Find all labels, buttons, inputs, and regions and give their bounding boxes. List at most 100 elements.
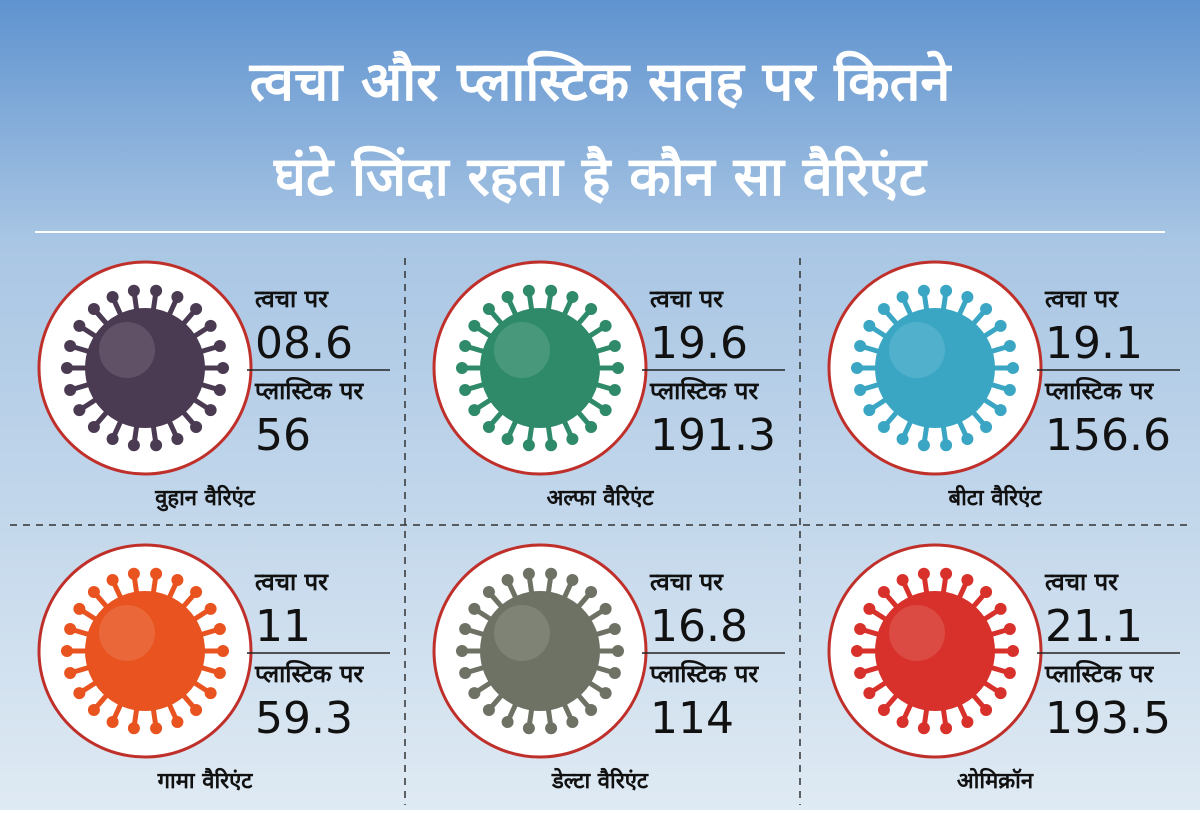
skin-label: त्वचा पर xyxy=(649,568,724,596)
spike-head xyxy=(1007,645,1019,657)
spike-head xyxy=(190,420,203,433)
spike-head xyxy=(501,715,514,728)
spike-head xyxy=(150,722,163,735)
spike-head xyxy=(608,383,621,396)
virus-image xyxy=(456,567,624,735)
spike-head xyxy=(468,687,481,700)
variant-name: वुहान वैरिएंट xyxy=(154,484,256,512)
spike-head xyxy=(585,420,598,433)
spike-head xyxy=(917,722,930,735)
virus-body xyxy=(85,308,205,428)
spike-head xyxy=(896,715,909,728)
spike-head xyxy=(482,420,495,433)
spike-head xyxy=(171,432,184,445)
skin-hours: 19.6 xyxy=(650,318,748,369)
spike-head xyxy=(501,432,514,445)
virus-image xyxy=(61,567,229,735)
plastic-label: प्लास्टिक पर xyxy=(1044,660,1154,688)
spike-head xyxy=(64,666,77,679)
spike-head xyxy=(566,291,579,304)
spike-head xyxy=(851,645,863,657)
spike-head xyxy=(877,420,890,433)
variant-name: अल्फा वैरिएंट xyxy=(547,484,655,511)
spike-head xyxy=(896,574,909,587)
spike-head xyxy=(127,284,140,297)
spike-head xyxy=(468,319,481,332)
spike-head xyxy=(468,404,481,417)
virus-body xyxy=(875,308,995,428)
spike-head xyxy=(456,645,468,657)
virus-image xyxy=(456,284,624,452)
spike-head xyxy=(608,623,621,636)
spike-head xyxy=(585,303,598,316)
spike-head xyxy=(64,340,77,353)
spike-head xyxy=(566,432,579,445)
spike-head xyxy=(994,602,1007,615)
variant-name: ओमिक्रॉन xyxy=(957,767,1034,794)
plastic-hours: 156.6 xyxy=(1045,410,1171,461)
spike-head xyxy=(877,303,890,316)
spike-head xyxy=(1003,340,1016,353)
spike-head xyxy=(851,362,863,374)
spike-head xyxy=(961,715,974,728)
spike-head xyxy=(599,602,612,615)
virus-shine xyxy=(889,605,945,661)
spike-head xyxy=(459,623,472,636)
spike-head xyxy=(940,722,953,735)
spike-head xyxy=(854,340,867,353)
spike-head xyxy=(171,715,184,728)
spike-head xyxy=(612,645,624,657)
skin-label: त्वचा पर xyxy=(1044,568,1119,596)
virus-body xyxy=(480,591,600,711)
spike-head xyxy=(917,439,930,452)
spike-head xyxy=(522,439,535,452)
spike-head xyxy=(87,703,100,716)
spike-head xyxy=(61,362,73,374)
spike-head xyxy=(106,574,119,587)
spike-head xyxy=(566,715,579,728)
virus-body xyxy=(875,591,995,711)
spike-head xyxy=(854,623,867,636)
spike-head xyxy=(459,383,472,396)
spike-head xyxy=(217,645,229,657)
spike-head xyxy=(73,602,86,615)
spike-head xyxy=(213,340,226,353)
spike-head xyxy=(482,703,495,716)
spike-head xyxy=(545,567,558,580)
spike-head xyxy=(73,687,86,700)
virus-image xyxy=(851,284,1019,452)
virus-image xyxy=(851,567,1019,735)
plastic-hours: 191.3 xyxy=(650,410,776,461)
spike-head xyxy=(863,319,876,332)
spike-head xyxy=(150,567,163,580)
virus-body xyxy=(85,591,205,711)
spike-head xyxy=(1003,623,1016,636)
plastic-label: प्लास्टिक पर xyxy=(649,377,759,405)
variant-card: त्वचा पर 19.1 प्लास्टिक पर 156.6बीटा वैरिएं… xyxy=(827,260,1180,511)
spike-head xyxy=(896,291,909,304)
spike-head xyxy=(522,567,535,580)
spike-head xyxy=(1003,666,1016,679)
spike-head xyxy=(917,284,930,297)
spike-head xyxy=(585,703,598,716)
spike-head xyxy=(877,703,890,716)
spike-head xyxy=(150,439,163,452)
virus-shine xyxy=(494,322,550,378)
variant-card: त्वचा पर 11 प्लास्टिक पर 59.3गामा वैरिएंट xyxy=(37,543,390,794)
virus-shine xyxy=(99,322,155,378)
spike-head xyxy=(608,666,621,679)
skin-label: त्वचा पर xyxy=(649,285,724,313)
skin-label: त्वचा पर xyxy=(1044,285,1119,313)
spike-head xyxy=(522,722,535,735)
spike-head xyxy=(994,319,1007,332)
spike-head xyxy=(940,284,953,297)
spike-head xyxy=(190,303,203,316)
spike-head xyxy=(599,687,612,700)
spike-head xyxy=(896,432,909,445)
spike-head xyxy=(73,319,86,332)
spike-head xyxy=(468,602,481,615)
spike-head xyxy=(217,362,229,374)
spike-head xyxy=(980,303,993,316)
